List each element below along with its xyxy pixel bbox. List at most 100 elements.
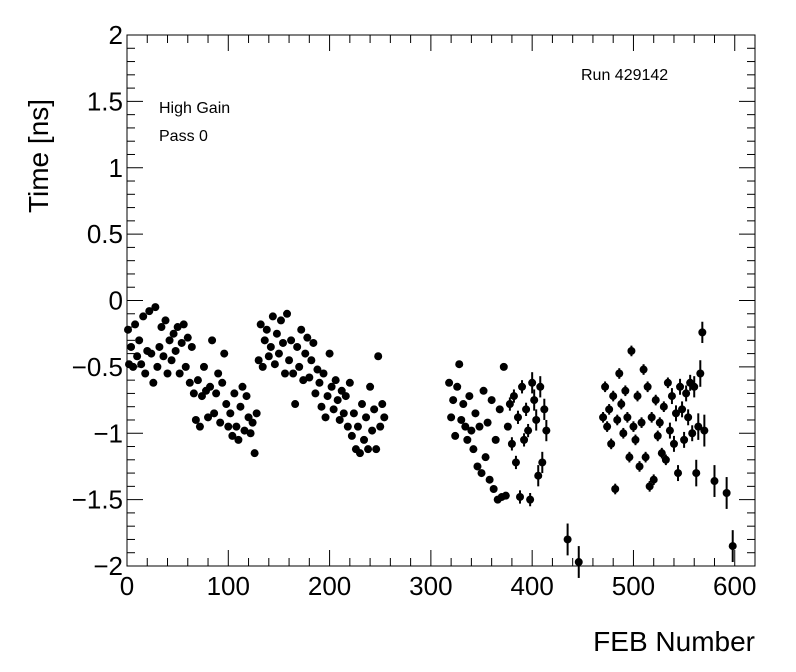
- axis-ticks: 0 100 200 300 400 500 600 −2 −1.5 −1 −0.5 0 0.5 1 1.5 2: [72, 20, 757, 601]
- data-marker: [226, 409, 235, 418]
- data-point: [167, 356, 176, 365]
- data-marker: [674, 469, 683, 478]
- data-marker: [307, 356, 316, 365]
- data-point: [189, 389, 198, 398]
- data-point: [538, 451, 547, 474]
- data-point: [611, 483, 620, 495]
- data-point: [218, 378, 227, 387]
- data-marker: [477, 469, 486, 478]
- data-point: [147, 349, 156, 358]
- data-marker: [465, 392, 474, 401]
- data-marker: [364, 445, 373, 454]
- data-marker: [481, 453, 490, 462]
- data-point: [563, 523, 572, 556]
- data-point: [232, 422, 241, 431]
- data-marker: [339, 409, 348, 418]
- data-marker: [469, 445, 478, 454]
- data-marker: [370, 405, 379, 414]
- data-marker: [303, 333, 312, 342]
- data-marker: [653, 431, 662, 440]
- data-marker: [222, 400, 231, 409]
- data-point: [343, 422, 352, 431]
- data-marker: [501, 491, 510, 500]
- data-marker: [520, 435, 529, 444]
- data-point: [272, 329, 281, 338]
- data-point: [501, 491, 510, 500]
- data-point: [347, 431, 356, 440]
- data-marker: [473, 462, 482, 471]
- data-point: [345, 378, 354, 387]
- data-point: [471, 409, 480, 418]
- data-marker: [199, 362, 208, 371]
- data-marker: [471, 409, 480, 418]
- data-marker: [256, 320, 265, 329]
- data-marker: [479, 386, 488, 395]
- data-point: [520, 433, 529, 447]
- data-marker: [698, 328, 707, 337]
- data-marker: [661, 455, 670, 464]
- data-point: [181, 362, 190, 371]
- data-marker: [242, 392, 251, 401]
- data-marker: [601, 382, 610, 391]
- data-marker: [177, 338, 186, 347]
- data-point: [149, 378, 158, 387]
- data-marker: [228, 431, 237, 440]
- data-point: [700, 414, 709, 447]
- data-marker: [173, 323, 182, 332]
- data-marker: [161, 316, 170, 325]
- data-point: [258, 362, 267, 371]
- data-point: [169, 329, 178, 338]
- data-marker: [145, 307, 154, 316]
- data-point: [380, 413, 389, 422]
- data-point: [449, 396, 458, 405]
- data-point: [360, 435, 369, 444]
- data-point: [208, 336, 217, 345]
- data-point: [321, 413, 330, 422]
- data-marker: [513, 413, 522, 422]
- data-point: [297, 325, 306, 334]
- data-point: [370, 405, 379, 414]
- data-point: [467, 426, 476, 435]
- data-marker: [615, 369, 624, 378]
- data-point: [283, 309, 292, 318]
- data-point: [317, 402, 326, 411]
- data-point: [131, 320, 140, 329]
- data-marker: [538, 458, 547, 467]
- data-marker: [722, 488, 731, 497]
- data-marker: [453, 382, 462, 391]
- data-point: [469, 445, 478, 454]
- data-point: [364, 445, 373, 454]
- data-marker: [325, 349, 334, 358]
- data-marker: [657, 449, 666, 458]
- data-point: [159, 352, 168, 361]
- data-marker: [526, 495, 535, 504]
- data-point: [603, 421, 612, 432]
- data-marker: [210, 409, 219, 418]
- data-point: [374, 352, 383, 361]
- data-point: [260, 336, 269, 345]
- data-point: [376, 422, 385, 431]
- data-point: [295, 362, 304, 371]
- data-point: [524, 423, 533, 438]
- data-point: [187, 342, 196, 351]
- data-marker: [262, 325, 271, 334]
- data-point: [710, 465, 719, 497]
- data-point: [333, 396, 342, 405]
- data-point: [287, 336, 296, 345]
- data-marker: [268, 312, 277, 321]
- data-point: [238, 382, 247, 391]
- data-point: [309, 338, 318, 347]
- data-marker: [301, 349, 310, 358]
- data-point: [633, 390, 642, 402]
- data-point: [151, 303, 160, 312]
- data-marker: [135, 336, 144, 345]
- data-point: [206, 382, 215, 391]
- data-point: [463, 435, 472, 444]
- data-marker: [204, 413, 213, 422]
- data-marker: [659, 402, 668, 411]
- data-marker: [276, 316, 285, 325]
- data-point: [601, 381, 610, 393]
- data-point: [459, 400, 468, 409]
- data-marker: [459, 400, 468, 409]
- data-point: [465, 392, 474, 401]
